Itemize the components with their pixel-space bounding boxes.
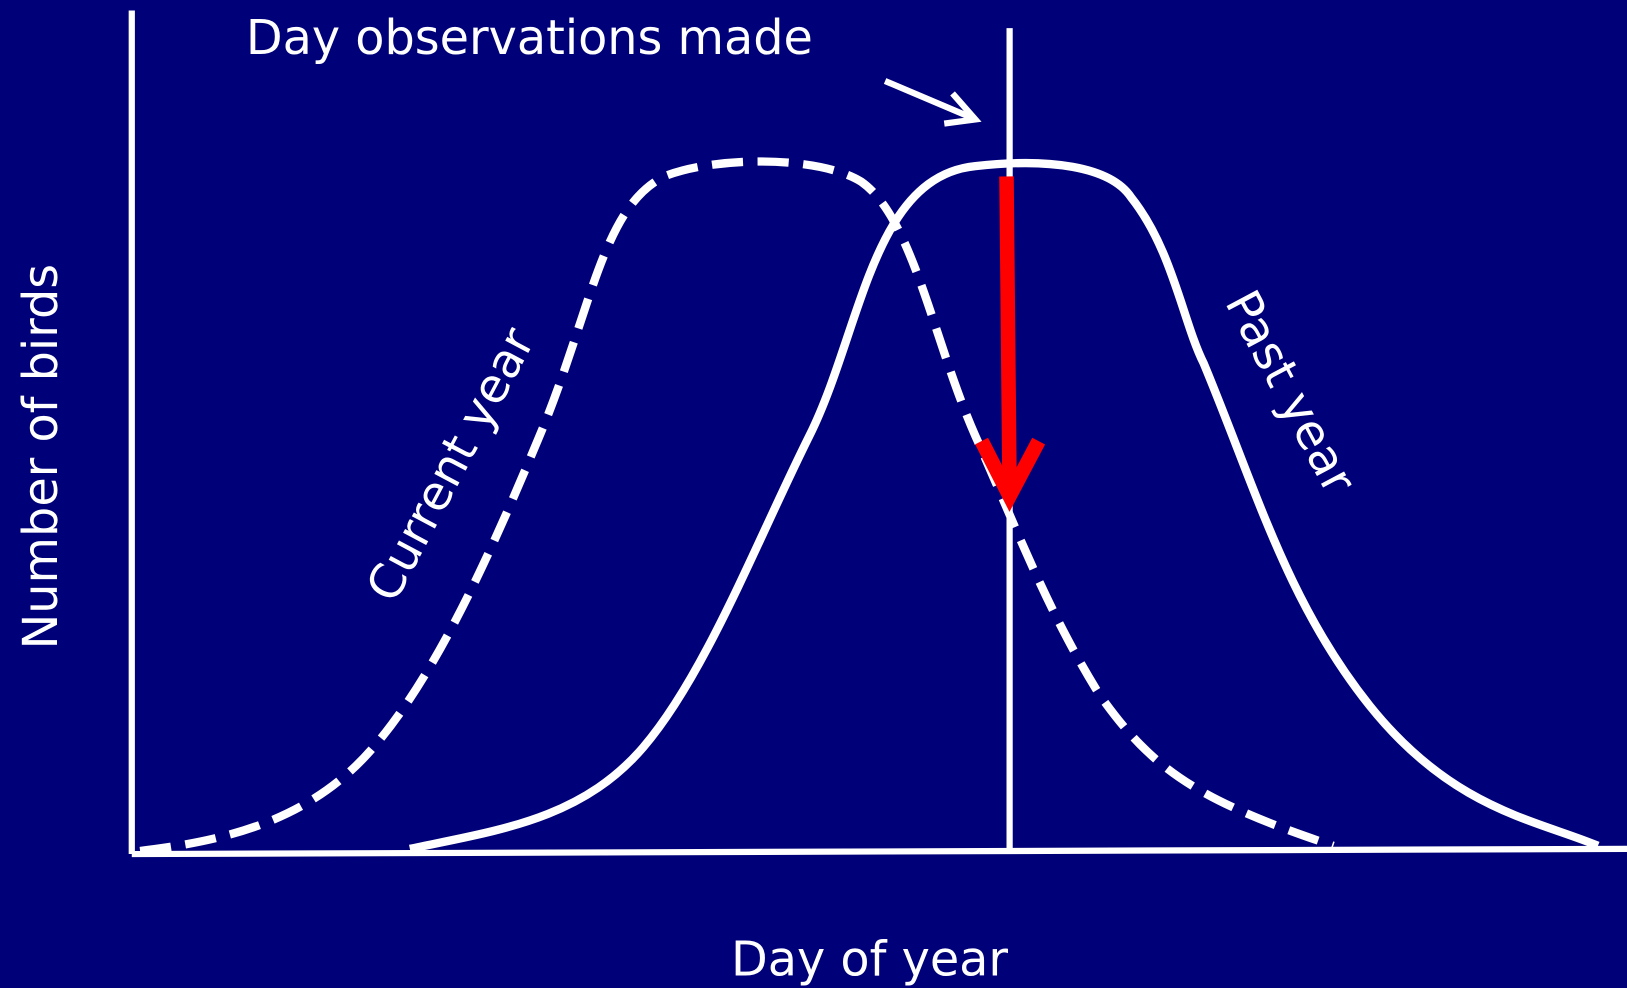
pointer-arrowhead [943,91,982,127]
x-axis-label: Day of year [731,932,1008,987]
annotation: Day observations made [246,11,813,66]
y-axis-label: Number of birds [14,264,69,650]
current-year-curve [139,157,1335,856]
decline-arrow [999,176,1017,494]
pointer-arrow [883,78,975,122]
past-year-curve [409,158,1600,853]
x-axis [131,845,1627,858]
decline-arrowhead [975,437,1046,512]
